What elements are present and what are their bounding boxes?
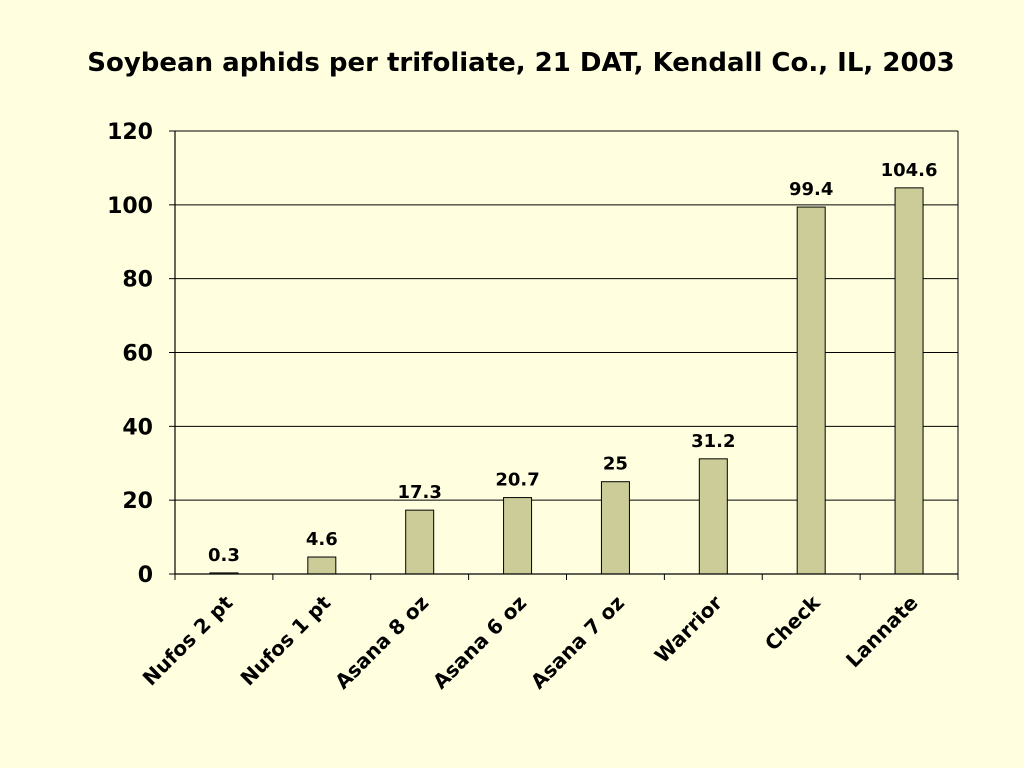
x-category-label: Lannate — [841, 591, 923, 673]
data-label: 4.6 — [306, 529, 338, 550]
data-label: 99.4 — [789, 179, 833, 200]
x-category-label: Check — [760, 590, 825, 655]
data-label: 0.3 — [208, 545, 240, 566]
chart-title: Soybean aphids per trifoliate, 21 DAT, K… — [87, 48, 955, 78]
x-category-label: Asana 8 oz — [330, 591, 433, 694]
bar — [796, 206, 826, 575]
y-tick-label: 80 — [122, 268, 153, 293]
axes — [169, 130, 959, 580]
x-category-label: Asana 6 oz — [428, 591, 531, 694]
x-category-label: Warrior — [650, 590, 727, 667]
y-tick-label: 40 — [122, 415, 153, 440]
data-label: 17.3 — [397, 482, 441, 503]
y-tick-label: 120 — [107, 120, 153, 145]
bar — [405, 509, 435, 575]
bar — [698, 458, 728, 575]
y-tick-label: 0 — [138, 563, 153, 588]
grid-lines — [175, 130, 958, 501]
x-category-label: Asana 7 oz — [526, 591, 629, 694]
data-label: 31.2 — [691, 431, 735, 452]
y-tick-label: 100 — [107, 194, 153, 219]
bars — [209, 187, 924, 575]
bar — [307, 556, 337, 575]
data-label: 104.6 — [881, 160, 938, 181]
bar — [894, 187, 924, 575]
data-label: 25 — [603, 454, 628, 475]
x-category-label: Nufos 2 pt — [138, 590, 238, 690]
y-tick-label: 20 — [122, 489, 153, 514]
x-category-label: Nufos 1 pt — [236, 590, 336, 690]
y-tick-label: 60 — [122, 342, 153, 367]
bar — [600, 481, 630, 575]
bar — [503, 497, 533, 575]
data-label: 20.7 — [495, 470, 539, 491]
